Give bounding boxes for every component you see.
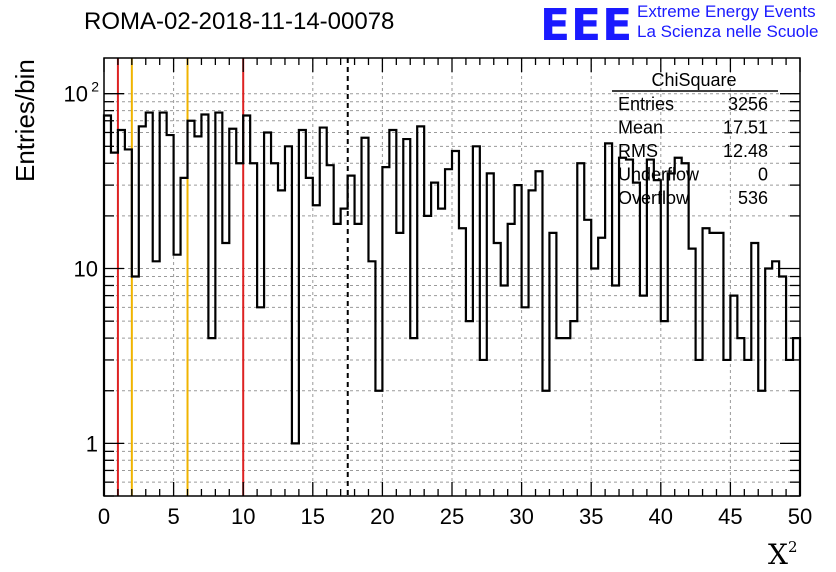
axis-ticks bbox=[103, 58, 801, 497]
x-tick-label: 40 bbox=[649, 504, 673, 529]
y-axis-label: Entries/bin bbox=[10, 59, 40, 182]
y-tick-label: 10 bbox=[74, 257, 98, 282]
stats-value: 17.51 bbox=[723, 118, 768, 138]
x-tick-label: 5 bbox=[167, 504, 179, 529]
stats-label: Entries bbox=[618, 94, 674, 114]
x-axis-label: X2 bbox=[768, 538, 797, 571]
stats-label: Underflow bbox=[618, 165, 700, 185]
x-tick-label: 0 bbox=[98, 504, 110, 529]
stats-label: RMS bbox=[618, 141, 658, 161]
x-axis-label-base: X bbox=[768, 538, 788, 571]
x-axis-label-sup: 2 bbox=[787, 537, 798, 556]
stats-value: 536 bbox=[738, 188, 768, 208]
logo-tagline-1: Extreme Energy Events bbox=[637, 2, 816, 21]
chart-title: ROMA-02-2018-11-14-00078 bbox=[84, 8, 395, 35]
stats-value: 12.48 bbox=[723, 141, 768, 161]
x-tick-label: 30 bbox=[509, 504, 533, 529]
x-tick-label: 20 bbox=[370, 504, 394, 529]
eee-logo: EEE bbox=[540, 0, 634, 51]
y-tick-label: 10 bbox=[64, 82, 88, 107]
y-tick-label: 1 bbox=[86, 431, 98, 456]
stats-value: 3256 bbox=[728, 94, 768, 114]
stats-rows: Entries 3256 Mean 17.51 RMS 12.48 Underflow 0 Ov… bbox=[618, 94, 768, 208]
logo-tagline-2: La Scienza nelle Scuole bbox=[637, 22, 819, 41]
x-tick-label: 50 bbox=[788, 504, 812, 529]
stats-box: ChiSquare Entries 3256 Mean 17.51 RMS 12.48 Un… bbox=[612, 70, 778, 208]
x-tick-label: 35 bbox=[579, 504, 603, 529]
histogram-series bbox=[102, 111, 802, 496]
stats-label: Mean bbox=[618, 118, 663, 138]
stats-label: Overflow bbox=[618, 188, 690, 208]
stats-header: ChiSquare bbox=[651, 70, 736, 90]
stats-value: 0 bbox=[758, 165, 768, 185]
y-tick-label-sup: 2 bbox=[91, 79, 99, 95]
x-tick-label: 10 bbox=[231, 504, 255, 529]
x-tick-label: 45 bbox=[718, 504, 742, 529]
x-tick-label: 15 bbox=[301, 504, 325, 529]
x-tick-label: 25 bbox=[440, 504, 464, 529]
